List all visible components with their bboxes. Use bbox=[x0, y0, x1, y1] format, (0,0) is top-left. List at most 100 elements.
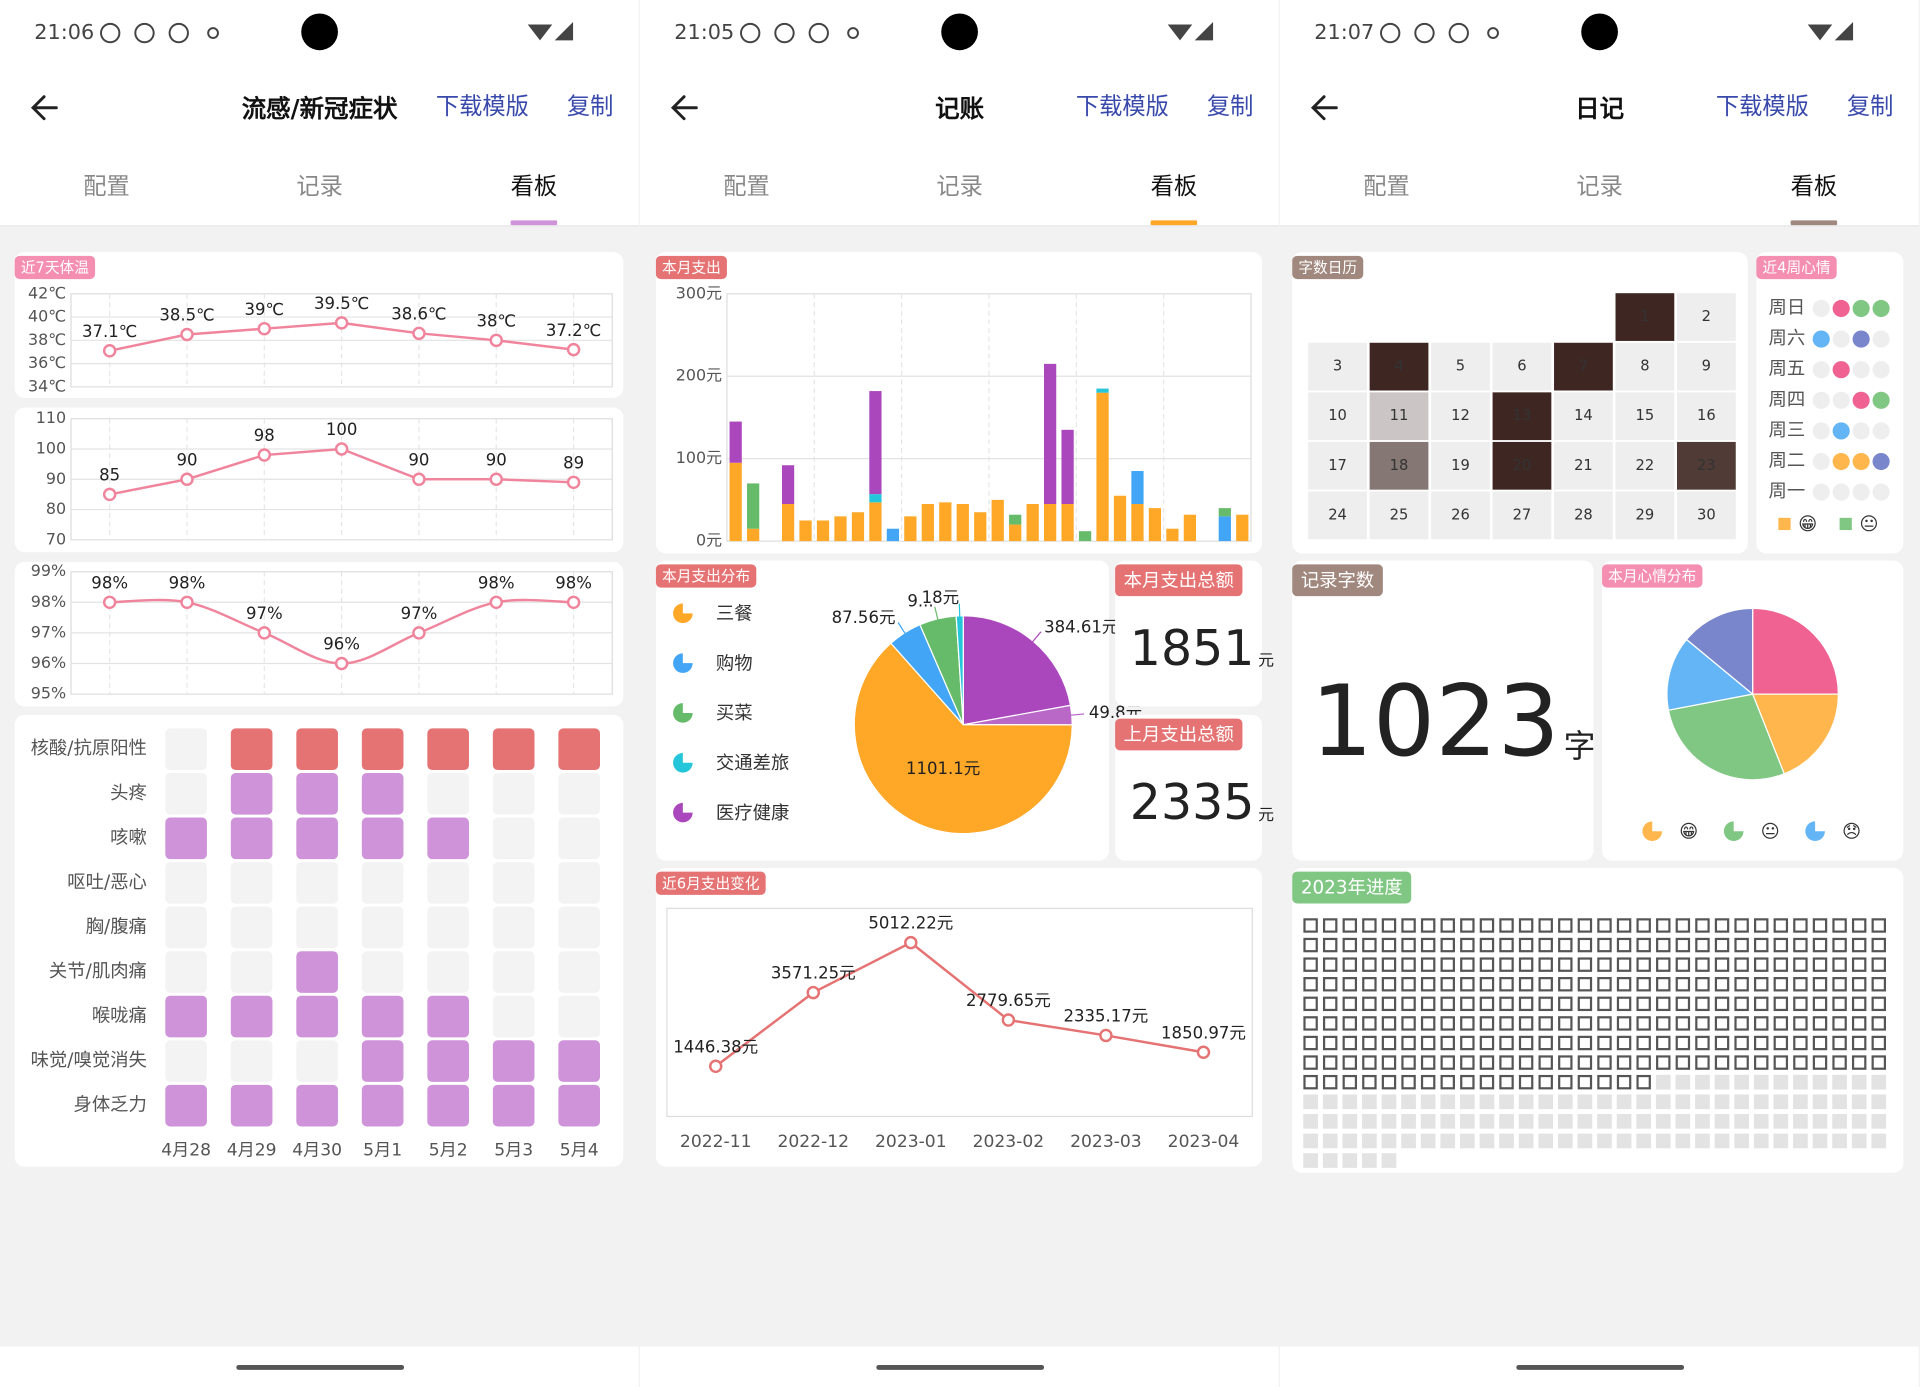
calendar-day-number: 27 bbox=[1513, 506, 1532, 523]
waffle-box bbox=[1871, 1055, 1887, 1070]
waffle-box bbox=[1734, 1055, 1749, 1070]
waffle-box bbox=[1773, 1016, 1789, 1031]
data-point bbox=[257, 321, 272, 336]
waffle-box bbox=[1381, 1035, 1397, 1051]
waffle-box bbox=[1499, 996, 1514, 1012]
header-action[interactable]: 复制 bbox=[567, 93, 614, 120]
tab[interactable]: 看板 bbox=[511, 173, 558, 200]
waffle-box bbox=[1597, 1055, 1612, 1070]
waffle-box bbox=[1401, 918, 1416, 933]
waffle-box bbox=[1754, 918, 1769, 933]
waffle-box bbox=[1322, 937, 1338, 953]
wifi-icon bbox=[527, 24, 553, 41]
back-button[interactable] bbox=[1310, 95, 1338, 121]
tab[interactable]: 记录 bbox=[1576, 173, 1623, 200]
bar-segment bbox=[1218, 516, 1231, 542]
waffle-box bbox=[1616, 957, 1632, 972]
waffle-box bbox=[1401, 1133, 1416, 1149]
waffle-box bbox=[1558, 918, 1573, 933]
card-bg bbox=[655, 867, 1263, 1167]
value-label: 38.6℃ bbox=[391, 304, 446, 323]
heat-cell bbox=[361, 728, 404, 771]
heat-cell bbox=[165, 995, 207, 1038]
waffle-box bbox=[1538, 918, 1553, 933]
calendar-day-number: 23 bbox=[1697, 457, 1716, 474]
stat-unit: 字 bbox=[1564, 727, 1596, 765]
bar-segment bbox=[1061, 503, 1074, 542]
waffle-box bbox=[1538, 1094, 1554, 1110]
waffle-box bbox=[1773, 1114, 1789, 1129]
status-icon bbox=[1380, 22, 1401, 44]
value-label: 38℃ bbox=[476, 311, 516, 330]
data-point bbox=[257, 448, 272, 462]
status-time: 21:07 bbox=[1314, 20, 1374, 44]
heat-cell bbox=[230, 728, 273, 771]
tab[interactable]: 配置 bbox=[723, 173, 770, 200]
mood-dot bbox=[1872, 361, 1890, 379]
waffle-box bbox=[1832, 957, 1847, 972]
card-badge bbox=[1115, 564, 1243, 597]
waffle-box bbox=[1303, 1074, 1318, 1090]
value-label: 90 bbox=[486, 450, 507, 469]
waffle-box bbox=[1342, 1133, 1358, 1149]
card-badge bbox=[655, 871, 766, 895]
waffle-box bbox=[1695, 937, 1710, 953]
header-action[interactable]: 复制 bbox=[1847, 93, 1894, 120]
waffle-box bbox=[1832, 1055, 1847, 1070]
tab[interactable]: 记录 bbox=[936, 173, 983, 200]
bar-segment bbox=[1078, 531, 1092, 542]
card-title: 本月心情分布 bbox=[1608, 568, 1696, 585]
waffle-box bbox=[1420, 977, 1436, 992]
waffle-box bbox=[1538, 1133, 1554, 1149]
calendar-day-number: 4 bbox=[1394, 358, 1403, 375]
bar-segment bbox=[921, 503, 934, 542]
tab[interactable]: 配置 bbox=[83, 173, 130, 200]
legend-icon-cut bbox=[682, 801, 694, 813]
tab[interactable]: 记录 bbox=[296, 173, 343, 200]
calendar-day-number: 9 bbox=[1702, 358, 1711, 375]
waffle-box bbox=[1401, 1035, 1416, 1051]
mood-dot bbox=[1812, 361, 1830, 379]
waffle-box bbox=[1695, 977, 1710, 992]
value-label: 39.5℃ bbox=[314, 294, 369, 313]
card: 0元 100元 200元 300元 本月支出 bbox=[655, 252, 1263, 554]
value-label: 90 bbox=[176, 450, 197, 469]
data-point bbox=[1196, 1045, 1211, 1059]
waffle-box bbox=[1675, 1035, 1691, 1051]
pie-slice bbox=[1667, 693, 1786, 781]
tab[interactable]: 看板 bbox=[1151, 173, 1198, 200]
tab[interactable]: 配置 bbox=[1363, 173, 1410, 200]
legend-label: 😞 bbox=[1842, 821, 1861, 842]
waffle-box bbox=[1558, 977, 1573, 992]
back-button[interactable] bbox=[30, 95, 58, 121]
calendar-day bbox=[1554, 491, 1613, 540]
bar-segment bbox=[1096, 392, 1109, 542]
x-tick-label: 4月28 bbox=[161, 1141, 211, 1161]
tab[interactable]: 看板 bbox=[1791, 173, 1838, 200]
calendar-day bbox=[1431, 491, 1490, 540]
waffle-box bbox=[1871, 1016, 1887, 1031]
header-action[interactable]: 下载模版 bbox=[436, 93, 529, 120]
bar-segment bbox=[1183, 514, 1197, 542]
waffle-box bbox=[1479, 977, 1495, 992]
waffle-box bbox=[1558, 937, 1573, 953]
waffle-box bbox=[1656, 1055, 1671, 1070]
legend-icon-cut bbox=[682, 751, 694, 763]
waffle-box bbox=[1460, 996, 1475, 1012]
waffle-box bbox=[1460, 1074, 1475, 1090]
waffle-box bbox=[1440, 1133, 1456, 1149]
header-action[interactable]: 复制 bbox=[1207, 93, 1254, 120]
back-button[interactable] bbox=[670, 95, 698, 121]
heat-cell bbox=[427, 1040, 469, 1082]
bar-segment bbox=[1009, 524, 1022, 542]
calendar-day bbox=[1492, 491, 1552, 540]
data-point bbox=[257, 626, 272, 640]
bar-segment bbox=[1236, 514, 1249, 542]
header-action[interactable]: 下载模版 bbox=[1716, 93, 1809, 120]
card-title: 记录字数 bbox=[1301, 570, 1374, 591]
waffle-box bbox=[1597, 977, 1612, 992]
header-action[interactable]: 下载模版 bbox=[1076, 93, 1169, 120]
